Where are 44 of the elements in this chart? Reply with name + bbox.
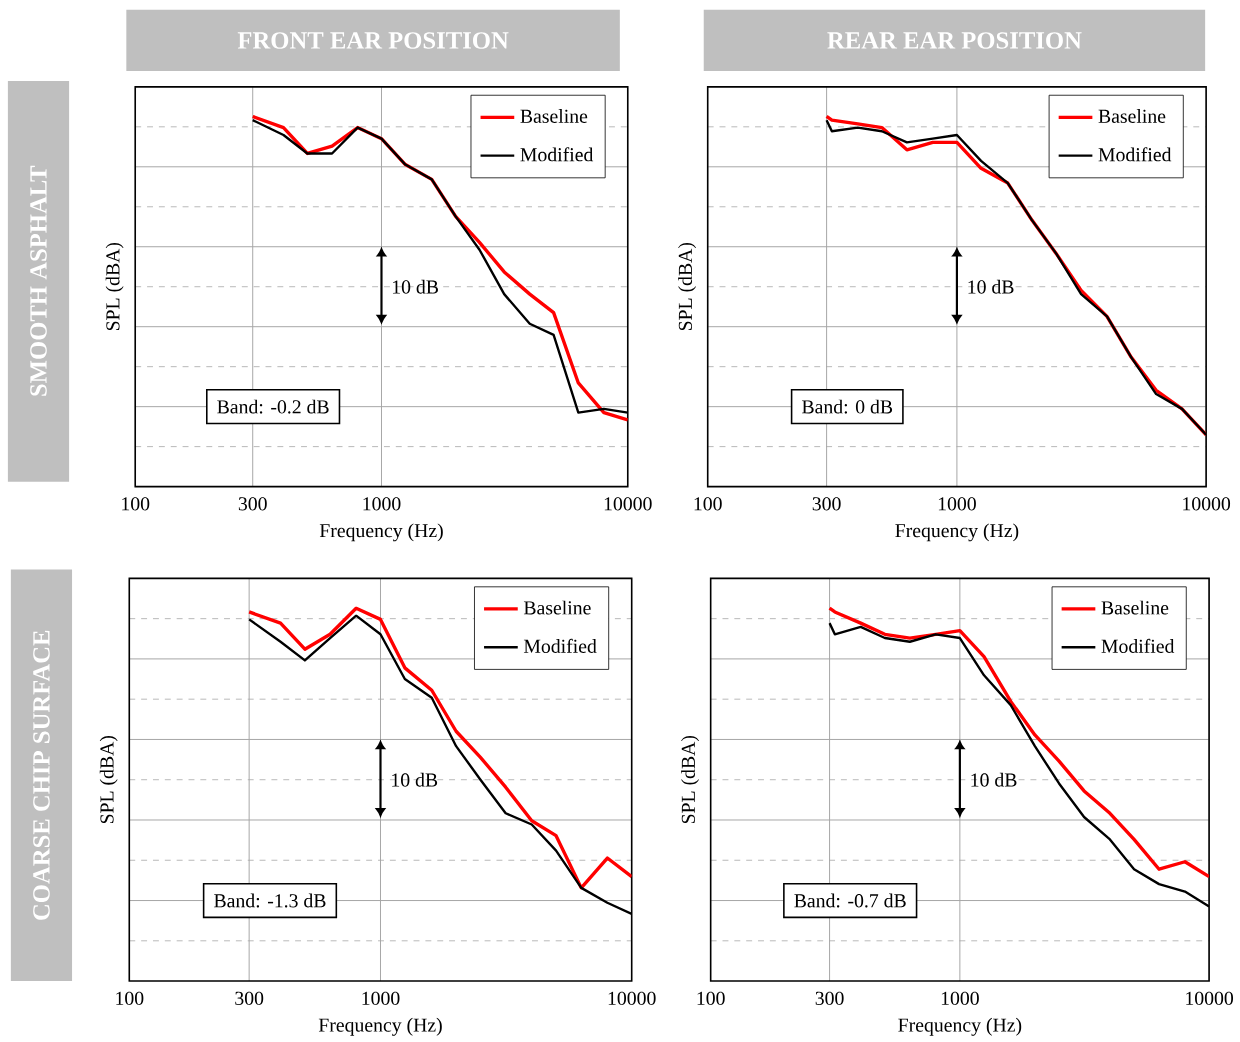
x-tick-label: 300 [238,497,267,511]
x-tick-label: 100 [694,497,722,511]
x-tick-label: 10000 [1186,991,1234,1005]
x-axis-title: Frequency (Hz) [898,1017,1022,1036]
text: SMOOTH ASPHALT [30,165,47,396]
x-tick-label: 1000 [363,497,401,511]
x-tick-label: 1000 [938,497,976,511]
annotation: Band: -1.3 dB [214,893,326,908]
y-axis-title: SPL (dBA) [678,242,697,331]
x-tick-label: 300 [812,497,841,511]
x-tick-label: 1000 [941,991,979,1005]
legend-label: Modified [523,638,597,653]
x-tick-label: 300 [815,991,844,1005]
x-axis-title: Frequency (Hz) [319,523,443,542]
x-tick-label: 100 [697,991,725,1005]
legend-label: Modified [520,147,594,162]
x-tick-label: 10000 [604,497,652,511]
legend-label: Baseline [520,109,588,123]
y-axis-title: SPL (dBA) [99,735,118,824]
y-axis-title: SPL (dBA) [105,242,124,331]
annotation: Band: 0 dB [802,399,893,414]
x-axis-title: Frequency (Hz) [895,523,1019,542]
x-tick-label: 300 [235,991,264,1005]
y-axis-title: SPL (dBA) [681,735,700,824]
annotation: 10 dB [392,279,438,294]
legend-label: Modified [1098,147,1172,162]
x-tick-label: 10000 [608,991,656,1005]
x-tick-label: 100 [116,991,144,1005]
annotation: 10 dB [971,772,1017,787]
legend-label: Modified [1101,638,1175,653]
legend-label: Baseline [1101,600,1169,615]
x-tick-label: 10000 [1183,497,1231,511]
text: COARSE CHIP SURFACE [33,630,50,920]
annotation: 10 dB [392,772,438,787]
chart-title: REAR EAR POSITION [827,32,1082,49]
legend-label: Baseline [1098,109,1166,123]
x-tick-label: 1000 [362,991,400,1005]
chart-title: FRONT EAR POSITION [237,32,509,49]
annotation: Band: -0.7 dB [794,893,906,908]
annotation: Band: -0.2 dB [217,399,329,414]
annotation: 10 dB [968,279,1014,294]
x-tick-label: 100 [122,497,150,511]
x-axis-title: Frequency (Hz) [318,1017,442,1036]
legend-label: Baseline [523,600,591,615]
